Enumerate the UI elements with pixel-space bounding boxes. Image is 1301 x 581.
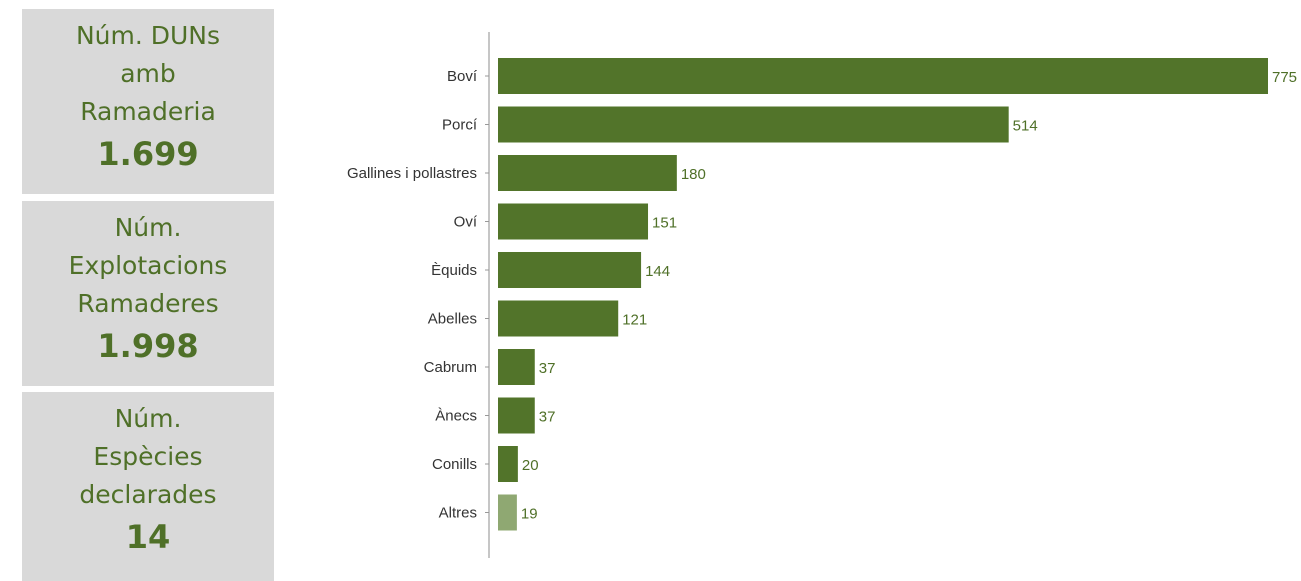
category-label: Porcí bbox=[442, 117, 478, 134]
value-label: 37 bbox=[539, 409, 556, 426]
value-label: 37 bbox=[539, 360, 556, 377]
value-label: 151 bbox=[652, 215, 677, 232]
value-label: 514 bbox=[1013, 118, 1038, 135]
bar[interactable] bbox=[498, 446, 518, 482]
value-label: 19 bbox=[521, 506, 538, 523]
category-label: Èquids bbox=[431, 262, 477, 279]
kpi-value-duns: 1.699 bbox=[97, 135, 199, 173]
kpi-value-explotacions: 1.998 bbox=[97, 327, 199, 365]
kpi-label-explotacions: Núm. Explotacions Ramaderes bbox=[68, 213, 228, 318]
bar[interactable] bbox=[498, 252, 642, 288]
category-label: Gallines i pollastres bbox=[347, 165, 477, 182]
value-label: 180 bbox=[681, 166, 706, 183]
value-label: 20 bbox=[522, 457, 539, 474]
category-label: Cabrum bbox=[424, 359, 477, 376]
bar[interactable] bbox=[498, 58, 1268, 94]
category-label: Conills bbox=[432, 456, 477, 473]
kpi-label-especies: Núm. Espècies declarades bbox=[79, 404, 217, 509]
species-bar-chart: Boví Porcí Gallines i pollastres Oví Èquids A… bbox=[347, 32, 1297, 558]
value-label: 144 bbox=[645, 263, 670, 280]
bar[interactable] bbox=[498, 300, 619, 337]
kpi-label-duns: Núm. DUNs amb Ramaderia bbox=[75, 21, 221, 126]
kpi-value-especies: 14 bbox=[125, 518, 171, 556]
kpi-card-explotacions: Núm. Explotacions Ramaderes 1.998 bbox=[22, 201, 274, 386]
category-label: Altres bbox=[439, 505, 477, 522]
category-label: Abelles bbox=[428, 311, 477, 328]
category-label: Ànecs bbox=[435, 408, 477, 425]
value-label: 775 bbox=[1272, 69, 1297, 86]
bar[interactable] bbox=[498, 397, 535, 434]
kpi-card-duns: Núm. DUNs amb Ramaderia 1.699 bbox=[22, 9, 274, 194]
value-label: 121 bbox=[622, 312, 647, 329]
kpi-card-especies: Núm. Espècies declarades 14 bbox=[22, 392, 274, 581]
bar[interactable] bbox=[498, 106, 1009, 143]
bar[interactable] bbox=[498, 203, 649, 240]
bar[interactable] bbox=[498, 155, 677, 191]
category-label: Oví bbox=[454, 214, 478, 231]
category-label: Boví bbox=[447, 68, 478, 85]
bar[interactable] bbox=[498, 494, 517, 531]
bar[interactable] bbox=[498, 349, 535, 385]
